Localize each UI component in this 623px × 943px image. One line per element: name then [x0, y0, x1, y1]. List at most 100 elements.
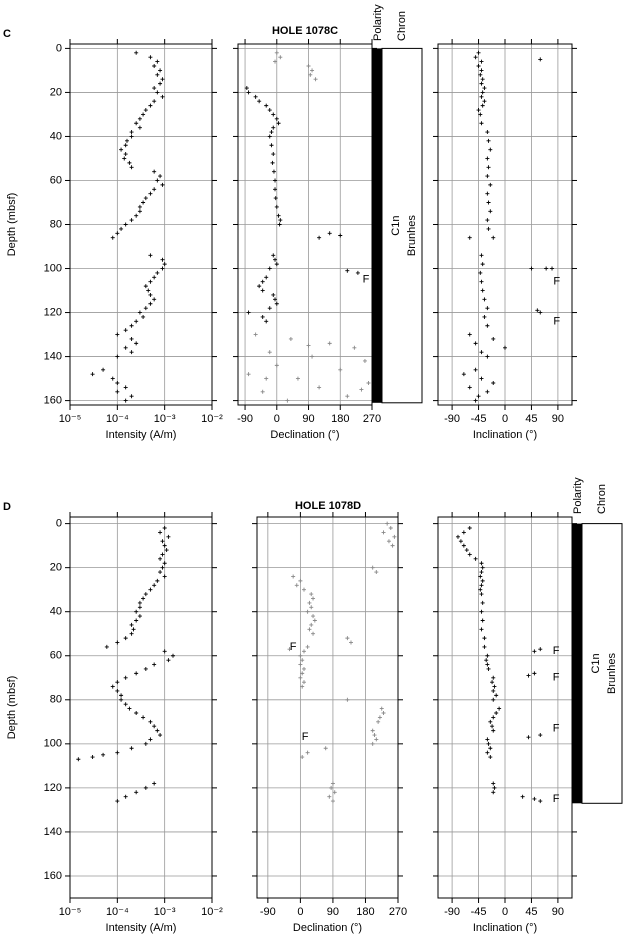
- data-point: [345, 636, 350, 641]
- data-point: [485, 218, 490, 223]
- plot-frame: [437, 43, 573, 406]
- data-point: [129, 746, 134, 751]
- data-point: [134, 671, 139, 676]
- data-point: [123, 702, 128, 707]
- data-point: [374, 737, 379, 742]
- data-point: [129, 336, 134, 341]
- plot-frame: [69, 43, 213, 406]
- data-point: [160, 565, 165, 570]
- data-point: [162, 561, 167, 566]
- data-point: [482, 314, 487, 319]
- y-tick-label: 140: [44, 350, 62, 362]
- x-tick-label: 10⁻³: [154, 413, 176, 425]
- data-point: [467, 332, 472, 337]
- data-point: [349, 640, 353, 645]
- y-tick-label: 20: [50, 562, 62, 574]
- data-point: [538, 310, 543, 315]
- data-point: [155, 270, 160, 275]
- data-point: [461, 543, 466, 548]
- data-point: [129, 134, 134, 139]
- data-point: [288, 336, 293, 341]
- data-point: [273, 59, 278, 64]
- data-point: [127, 160, 132, 165]
- data-point: [491, 781, 496, 786]
- data-point: [134, 790, 139, 795]
- data-point: [370, 565, 375, 570]
- data-point: [155, 90, 160, 95]
- data-point: [274, 363, 279, 368]
- y-tick-label: 80: [50, 218, 62, 230]
- x-tick-label: 0: [297, 906, 303, 918]
- data-point: [148, 301, 153, 306]
- data-point: [137, 605, 142, 610]
- x-tick-label: 45: [525, 413, 537, 425]
- data-point: [480, 600, 485, 605]
- data-point: [482, 99, 487, 104]
- data-point: [148, 103, 153, 108]
- data-point: [148, 587, 153, 592]
- annotation: F: [553, 722, 560, 734]
- y-tick-label: 140: [44, 826, 62, 838]
- plot-frame: [69, 516, 213, 899]
- x-tick-label: 90: [552, 906, 564, 918]
- data-point: [298, 578, 303, 583]
- data-point: [327, 794, 332, 799]
- data-point: [273, 187, 278, 192]
- data-point: [152, 724, 157, 729]
- panel-title: HOLE 1078D: [295, 500, 361, 512]
- data-point: [131, 627, 136, 632]
- data-point: [115, 799, 120, 804]
- data-point: [376, 719, 381, 724]
- data-point: [484, 658, 489, 663]
- data-point: [458, 539, 463, 544]
- data-point: [485, 662, 490, 667]
- data-point: [137, 600, 142, 605]
- annotation: F: [553, 793, 560, 805]
- data-point: [482, 644, 487, 649]
- data-point: [488, 182, 493, 187]
- data-point: [148, 719, 153, 724]
- data-point: [141, 596, 146, 601]
- data-point: [374, 570, 379, 575]
- data-point: [123, 398, 128, 403]
- data-point: [246, 310, 251, 315]
- data-point: [273, 297, 278, 302]
- data-point: [274, 262, 279, 267]
- annotation: F: [363, 273, 370, 285]
- data-point: [148, 253, 153, 258]
- y-tick-label: 80: [50, 694, 62, 706]
- x-tick-label: 270: [363, 413, 381, 425]
- data-point: [137, 125, 142, 130]
- data-point: [152, 99, 157, 104]
- data-point: [476, 394, 481, 399]
- data-point: [158, 81, 163, 86]
- data-point: [269, 143, 274, 148]
- data-point: [90, 755, 95, 760]
- data-point: [478, 574, 483, 579]
- x-tick-label: 10⁻⁵: [59, 413, 82, 425]
- data-point: [267, 306, 272, 311]
- data-point: [311, 596, 316, 601]
- data-point: [478, 270, 483, 275]
- data-point: [485, 191, 490, 196]
- data-point: [155, 59, 160, 64]
- data-point: [345, 697, 350, 702]
- data-point: [123, 675, 128, 680]
- data-point: [160, 94, 165, 99]
- data-point: [317, 235, 322, 240]
- data-point: [162, 574, 167, 579]
- data-point: [479, 68, 484, 73]
- data-point: [119, 147, 124, 152]
- data-point: [160, 539, 165, 544]
- data-point: [119, 693, 124, 698]
- data-point: [467, 385, 472, 390]
- data-point: [355, 270, 360, 275]
- data-point: [327, 341, 332, 346]
- data-point: [129, 130, 134, 135]
- x-tick-label: 45: [525, 906, 537, 918]
- data-point: [274, 204, 279, 209]
- data-point: [388, 526, 393, 531]
- data-point: [152, 187, 157, 192]
- data-point: [302, 680, 306, 685]
- data-point: [300, 755, 305, 760]
